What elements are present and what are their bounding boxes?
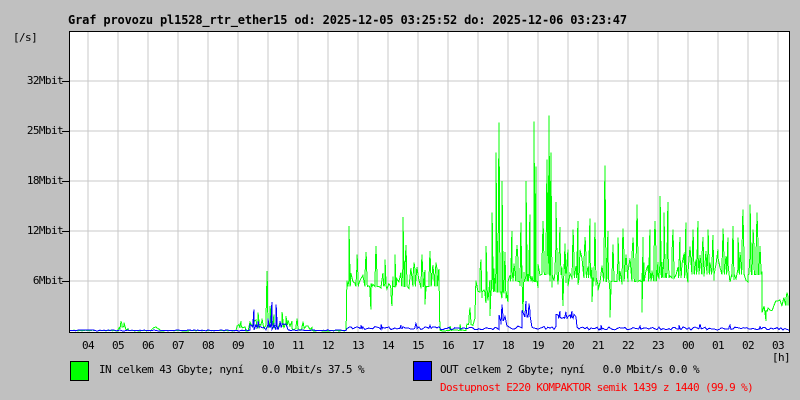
x-tick-label-14: 14 xyxy=(381,339,395,352)
x-axis-unit-label: [h] xyxy=(772,351,791,364)
y-axis-unit-label: [/s] xyxy=(13,31,38,44)
y-tick-mark xyxy=(62,81,69,82)
graph-title: Graf provozu pl1528_rtr_ether15 od: 2025… xyxy=(68,13,627,27)
y-tick-label-18Mbit: 18Mbit xyxy=(26,174,64,187)
x-tick-label-18: 18 xyxy=(501,339,515,352)
x-tick-label-08: 08 xyxy=(201,339,215,352)
y-tick-mark xyxy=(62,281,69,282)
x-tick-label-19: 19 xyxy=(531,339,545,352)
legend-in-swatch xyxy=(70,361,89,381)
y-tick-label-25Mbit: 25Mbit xyxy=(26,124,64,137)
legend-out-swatch xyxy=(413,361,432,381)
legend-in-label: IN celkem 43 Gbyte; nyní 0.0 Mbit/s 37.5… xyxy=(99,363,365,376)
x-tick-label-03: 03 xyxy=(771,339,785,352)
x-tick-label-06: 06 xyxy=(141,339,155,352)
x-tick-label-12: 12 xyxy=(321,339,335,352)
series-line-out xyxy=(70,300,789,332)
x-tick-label-09: 09 xyxy=(231,339,245,352)
x-tick-label-04: 04 xyxy=(81,339,95,352)
x-tick-label-07: 07 xyxy=(171,339,185,352)
x-tick-label-16: 16 xyxy=(441,339,455,352)
availability-note: Dostupnost E220 KOMPAKTOR semik 1439 z 1… xyxy=(440,381,754,394)
y-tick-mark xyxy=(62,181,69,182)
x-tick-label-10: 10 xyxy=(261,339,275,352)
x-tick-label-13: 13 xyxy=(351,339,365,352)
x-tick-label-21: 21 xyxy=(591,339,605,352)
x-tick-label-02: 02 xyxy=(741,339,755,352)
x-tick-label-22: 22 xyxy=(621,339,635,352)
plot-area xyxy=(69,31,790,333)
y-tick-label-32Mbit: 32Mbit xyxy=(26,74,64,87)
x-tick-label-15: 15 xyxy=(411,339,425,352)
traffic-chart xyxy=(70,32,789,332)
x-tick-label-01: 01 xyxy=(711,339,725,352)
x-tick-label-20: 20 xyxy=(561,339,575,352)
y-tick-label-6Mbit: 6Mbit xyxy=(32,274,64,287)
y-tick-mark xyxy=(62,131,69,132)
x-tick-label-17: 17 xyxy=(471,339,485,352)
x-tick-label-23: 23 xyxy=(651,339,665,352)
series-line-in xyxy=(70,115,789,332)
y-tick-mark xyxy=(62,231,69,232)
x-tick-label-00: 00 xyxy=(681,339,695,352)
y-tick-label-12Mbit: 12Mbit xyxy=(26,224,64,237)
x-tick-label-05: 05 xyxy=(111,339,125,352)
x-tick-label-11: 11 xyxy=(291,339,305,352)
legend-out-label: OUT celkem 2 Gbyte; nyní 0.0 Mbit/s 0.0 … xyxy=(440,363,700,376)
